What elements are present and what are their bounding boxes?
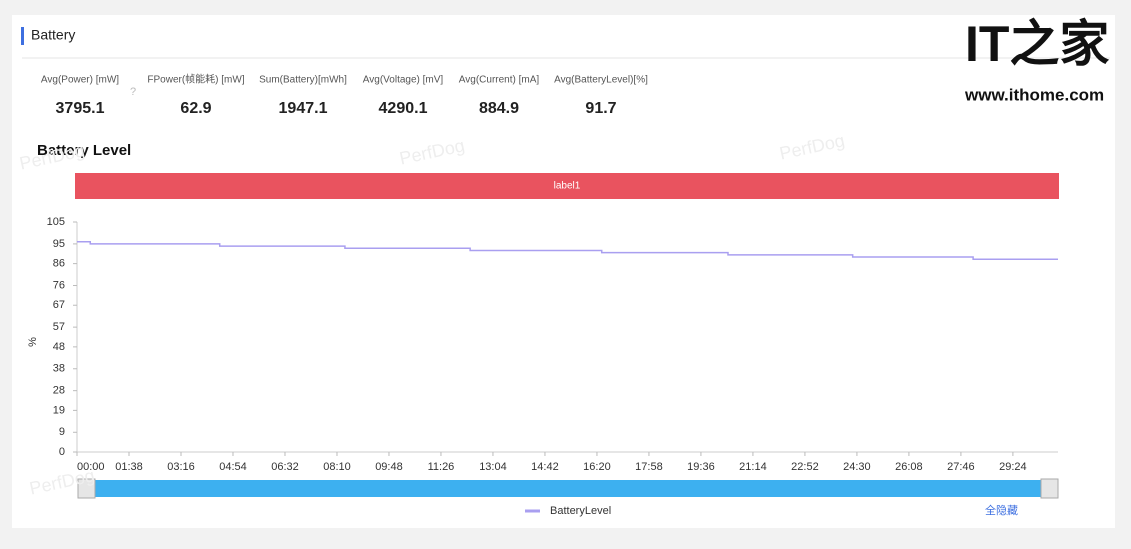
x-tick-label: 17:58 — [635, 461, 663, 473]
y-tick-label: 105 — [47, 216, 65, 228]
zoom-slider[interactable] — [78, 480, 1058, 497]
y-tick-label: 38 — [53, 363, 65, 375]
stat-label: Avg(Voltage) [mV] — [363, 75, 444, 86]
stat-value: 91.7 — [585, 100, 616, 117]
logo-url: www.ithome.com — [964, 85, 1104, 104]
x-tick-label: 14:42 — [531, 461, 559, 473]
x-tick-label: 27:46 — [947, 461, 975, 473]
section-title: Battery — [31, 27, 75, 43]
x-tick-label: 22:52 — [791, 461, 819, 473]
x-tick-label: 24:30 — [843, 461, 871, 473]
y-tick-label: 57 — [53, 321, 65, 333]
stat-value: 884.9 — [479, 100, 519, 117]
stat-value: 1947.1 — [279, 100, 328, 117]
legend-label[interactable]: BatteryLevel — [550, 505, 611, 517]
title-accent — [21, 27, 24, 45]
data-line — [77, 240, 1058, 260]
y-tick-label: 67 — [53, 299, 65, 311]
y-tick-label: 28 — [53, 385, 65, 397]
x-tick-label: 21:14 — [739, 461, 767, 473]
y-tick-label: 9 — [59, 426, 65, 438]
y-tick-label: 0 — [59, 446, 65, 458]
stat-label: Sum(Battery)[mWh] — [259, 75, 347, 86]
y-tick-label: 48 — [53, 341, 65, 353]
slider-handle[interactable] — [1040, 478, 1059, 499]
stat-value: 4290.1 — [379, 100, 428, 117]
hide-all-button[interactable]: 全隐藏 — [985, 503, 1018, 517]
logo-brand: IT之家 — [965, 16, 1109, 72]
x-tick-label: 06:32 — [271, 461, 299, 473]
x-tick-label: 11:26 — [428, 461, 455, 473]
y-tick-label: 86 — [53, 258, 65, 270]
x-tick-label: 29:24 — [999, 461, 1027, 473]
stat-label: Avg(Power) [mW] — [41, 75, 119, 86]
chart-title: Battery Level — [37, 142, 131, 159]
stat-label: Avg(Current) [mA] — [459, 75, 540, 86]
y-tick-label: 19 — [53, 404, 65, 416]
band-label: label1 — [554, 181, 581, 192]
y-axis-label: % — [27, 337, 39, 347]
y-tick-label: 76 — [53, 279, 65, 291]
x-tick-label: 19:36 — [687, 461, 715, 473]
stat-value: 3795.1 — [56, 100, 105, 117]
x-tick-label: 08:10 — [323, 461, 351, 473]
x-tick-label: 04:54 — [219, 461, 247, 473]
x-tick-label: 09:48 — [375, 461, 403, 473]
x-tick-label: 16:20 — [583, 461, 611, 473]
slider-handle[interactable] — [77, 478, 96, 499]
stat-value: 62.9 — [180, 100, 211, 117]
x-tick-label: 01:38 — [115, 461, 143, 473]
label-band — [75, 173, 1059, 199]
stat-label: FPower(帧能耗) [mW] — [147, 73, 244, 86]
x-tick-label: 26:08 — [895, 461, 923, 473]
x-tick-label: 13:04 — [479, 461, 507, 473]
card — [12, 15, 1115, 528]
x-tick-label: 00:00 — [77, 461, 105, 473]
y-tick-label: 95 — [53, 238, 65, 250]
question-icon[interactable]: ? — [130, 86, 136, 98]
x-tick-label: 03:16 — [167, 461, 195, 473]
stat-label: Avg(BatteryLevel)[%] — [554, 75, 648, 86]
